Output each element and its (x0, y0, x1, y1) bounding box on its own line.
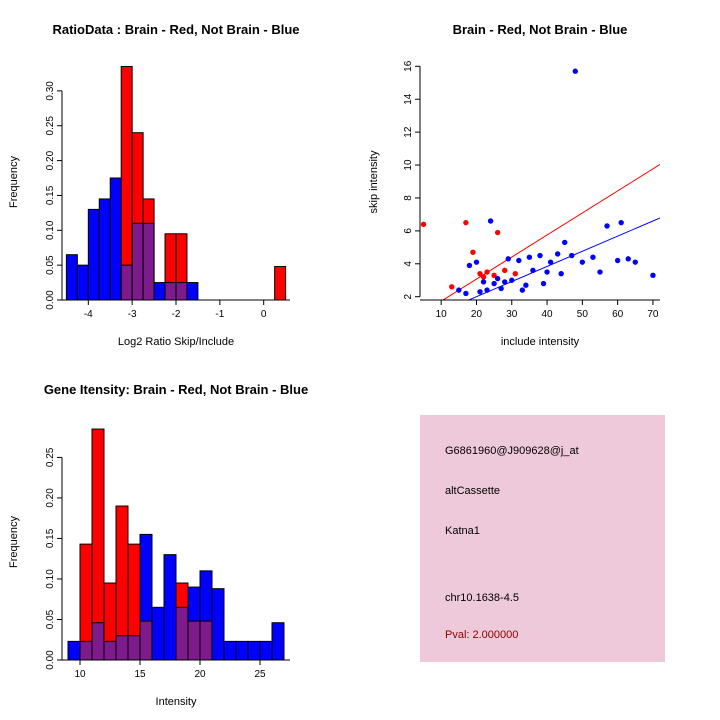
svg-text:-2: -2 (172, 309, 181, 320)
svg-text:0.10: 0.10 (45, 220, 56, 240)
gene-hist-ylabel: Frequency (8, 516, 20, 568)
svg-text:70: 70 (647, 309, 659, 320)
scatter-xlabel: include intensity (500, 336, 580, 348)
svg-text:20: 20 (194, 669, 206, 680)
svg-text:0.30: 0.30 (45, 81, 56, 101)
svg-text:14: 14 (403, 93, 414, 105)
svg-text:0.05: 0.05 (45, 255, 56, 275)
gene-hist-xlabel: Intensity (155, 696, 197, 708)
svg-text:0.05: 0.05 (45, 609, 56, 629)
svg-text:12: 12 (403, 126, 414, 138)
svg-text:0.25: 0.25 (45, 447, 56, 467)
svg-text:0: 0 (261, 309, 267, 320)
svg-text:15: 15 (134, 669, 146, 680)
tick-labels: 10 20 30 40 50 60 70 2 4 6 8 10 12 14 16 (403, 60, 659, 320)
gene-histogram-chart: 10 15 20 25 0.00 0.05 0.10 0.15 0.20 0.25 (45, 428, 290, 680)
svg-text:16: 16 (403, 60, 414, 72)
gene-hist-title: Gene Itensity: Brain - Red, Not Brain - … (43, 382, 309, 397)
svg-text:0.15: 0.15 (45, 528, 56, 548)
not-brain-points (456, 68, 656, 297)
gene-hist-panel: 10 15 20 25 0.00 0.05 0.10 0.15 0.20 0.25 Gene It… (0, 360, 360, 720)
svg-text:60: 60 (612, 309, 624, 320)
info-line-probe: G6861960@J909628@j_at (445, 445, 579, 457)
info-box: G6861960@J909628@j_at altCassette Katna1… (420, 415, 665, 662)
svg-text:40: 40 (541, 309, 553, 320)
fit-lines (442, 163, 660, 300)
histogram-bars (65, 65, 287, 301)
svg-text:0.25: 0.25 (45, 116, 56, 136)
ratio-hist-panel: -4 -3 -2 -1 0 0.00 0.05 0.10 0.15 0.20 0.25 0.30 Ra… (0, 0, 360, 360)
svg-text:0.15: 0.15 (45, 185, 56, 205)
svg-text:-1: -1 (215, 309, 224, 320)
svg-text:10: 10 (74, 669, 86, 680)
histogram-bars (67, 428, 285, 661)
svg-text:20: 20 (471, 309, 483, 320)
ratio-hist-title: RatioData : Brain - Red, Not Brain - Blu… (52, 22, 300, 37)
tick-labels: 10 15 20 25 0.00 0.05 0.10 0.15 0.20 0.25 (45, 447, 266, 680)
svg-text:25: 25 (254, 669, 266, 680)
svg-text:2: 2 (403, 293, 414, 299)
scatter-ylabel: skip intensity (368, 150, 380, 214)
svg-text:0.00: 0.00 (45, 290, 56, 310)
ratio-hist-ylabel: Frequency (8, 156, 20, 208)
axes (57, 456, 290, 665)
info-line-locus: chr10.1638-4.5 (445, 592, 519, 604)
svg-text:0.10: 0.10 (45, 569, 56, 589)
scatter-title: Brain - Red, Not Brain - Blue (452, 22, 628, 37)
svg-text:0.20: 0.20 (45, 488, 56, 508)
svg-text:10: 10 (403, 159, 414, 171)
svg-text:0.00: 0.00 (45, 650, 56, 670)
axes (415, 65, 660, 305)
info-panel: G6861960@J909628@j_at altCassette Katna1… (360, 360, 720, 720)
svg-text:-4: -4 (84, 309, 93, 320)
scatter-panel: 10 20 30 40 50 60 70 2 4 6 8 10 12 14 16 Brain - Red, … (360, 0, 720, 360)
info-line-event: altCassette (445, 485, 501, 497)
intensity-scatter-chart: 10 20 30 40 50 60 70 2 4 6 8 10 12 14 16 (403, 60, 660, 320)
ratio-hist-xlabel: Log2 Ratio Skip/Include (117, 336, 235, 348)
ratio-histogram-chart: -4 -3 -2 -1 0 0.00 0.05 0.10 0.15 0.20 0.25 0.30 (45, 65, 290, 320)
info-line-pval: Pval: 2.000000 (445, 629, 519, 641)
tick-labels: -4 -3 -2 -1 0 0.00 0.05 0.10 0.15 0.20 0.25 0.30 (45, 81, 267, 320)
svg-text:0.20: 0.20 (45, 150, 56, 170)
svg-text:8: 8 (403, 195, 414, 201)
axes (57, 90, 290, 305)
svg-text:-3: -3 (128, 309, 137, 320)
svg-text:4: 4 (403, 261, 414, 267)
svg-text:6: 6 (403, 228, 414, 234)
svg-text:50: 50 (577, 309, 589, 320)
info-line-gene: Katna1 (445, 525, 480, 537)
svg-text:10: 10 (436, 309, 448, 320)
svg-text:30: 30 (506, 309, 518, 320)
brain-points (420, 219, 518, 290)
